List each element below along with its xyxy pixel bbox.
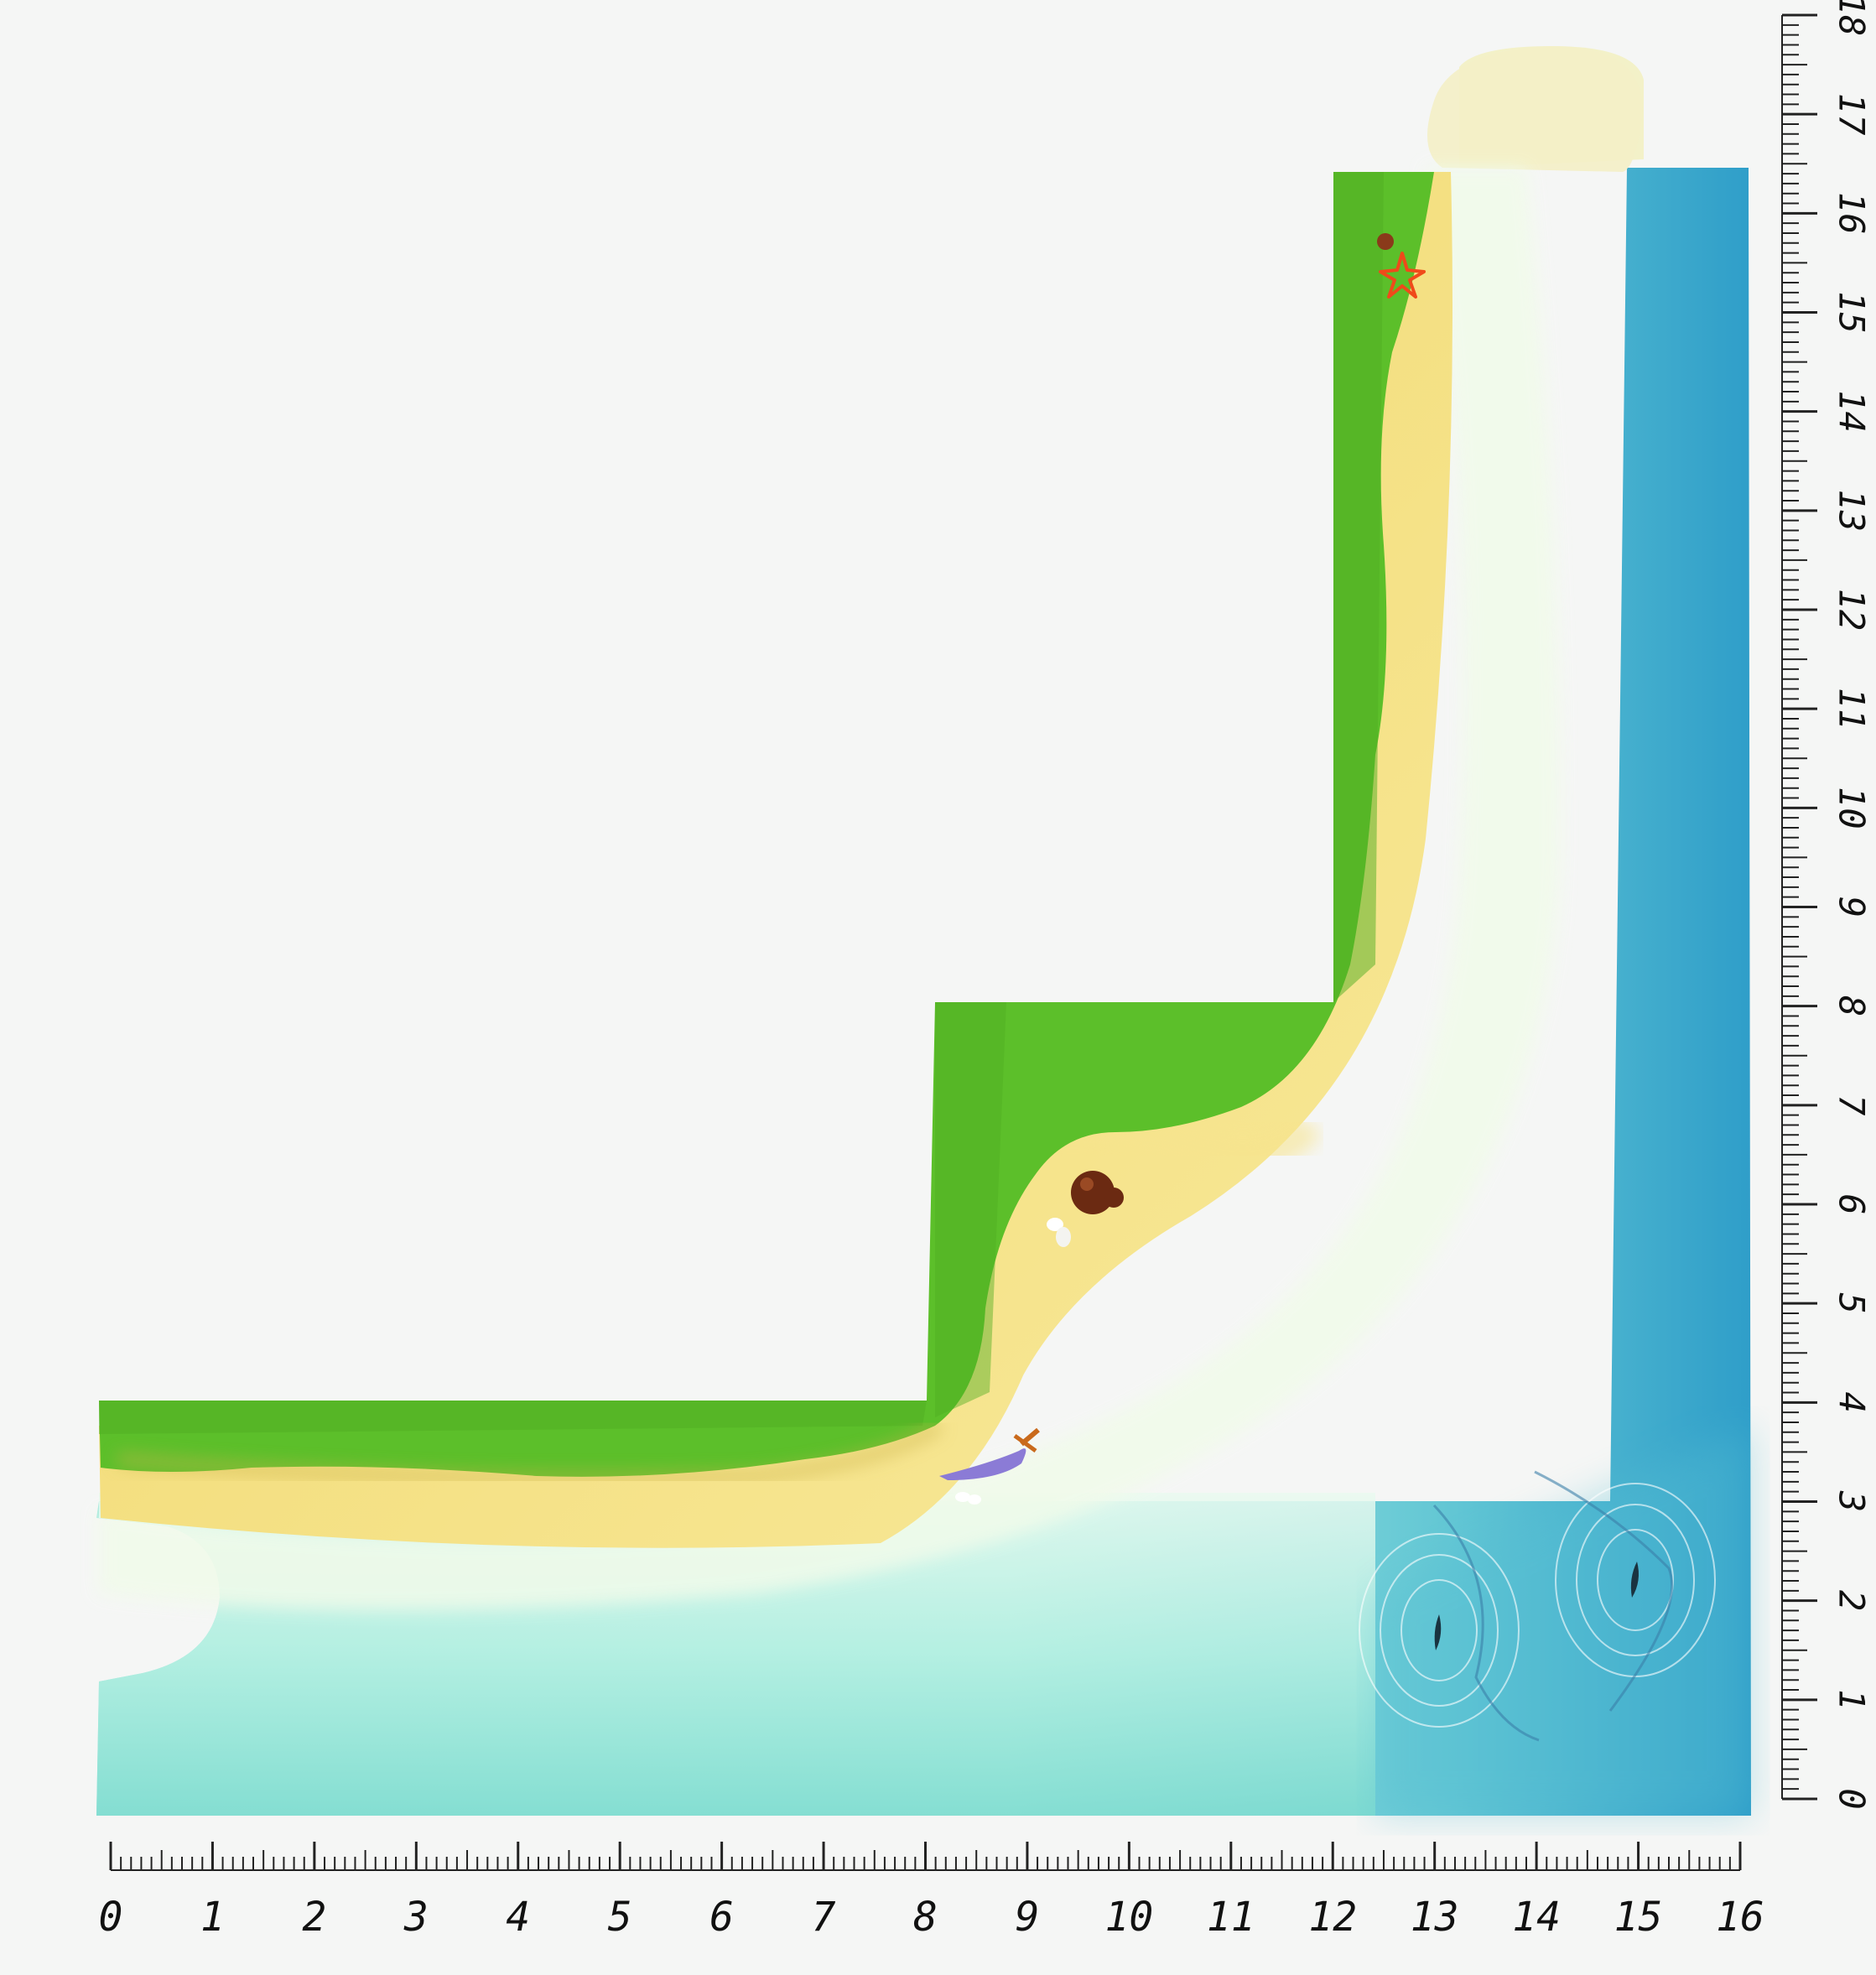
ruler-label: 11 bbox=[1207, 1894, 1255, 1941]
ruler-label: 13 bbox=[1411, 1894, 1459, 1941]
ruler-label: 10 bbox=[1832, 787, 1873, 829]
ruler-label: 14 bbox=[1512, 1894, 1561, 1941]
ruler-label: 15 bbox=[1832, 291, 1873, 334]
ruler-label: 10 bbox=[1104, 1894, 1153, 1941]
fish-icon[interactable] bbox=[1534, 1470, 1716, 1712]
ruler-label: 8 bbox=[913, 1894, 938, 1941]
ruler-label: 6 bbox=[1832, 1193, 1873, 1214]
sword-icon[interactable] bbox=[939, 1427, 1040, 1505]
coconut-icon[interactable] bbox=[1071, 1171, 1124, 1214]
ruler-label: 7 bbox=[1832, 1094, 1873, 1115]
ruler-label: 5 bbox=[608, 1894, 632, 1941]
ruler-label: 9 bbox=[1832, 897, 1873, 917]
ruler-label: 2 bbox=[1832, 1590, 1873, 1611]
ruler-label: 18 bbox=[1832, 0, 1873, 36]
ruler-label: 15 bbox=[1614, 1894, 1663, 1941]
fish-icon[interactable] bbox=[1359, 1504, 1540, 1742]
ruler-label: 3 bbox=[403, 1894, 429, 1941]
ruler-label: 6 bbox=[709, 1894, 734, 1941]
ruler-label: 0 bbox=[1832, 1788, 1873, 1809]
ruler-label: 13 bbox=[1832, 490, 1873, 533]
ruler-label: 1 bbox=[200, 1894, 225, 1941]
grass-area bbox=[99, 172, 1434, 1484]
ruler-label: 5 bbox=[1832, 1293, 1873, 1314]
shell-icon[interactable] bbox=[1047, 1218, 1071, 1247]
ruler-label: 16 bbox=[1716, 1894, 1764, 1941]
ruler-label: 4 bbox=[506, 1894, 530, 1941]
ruler-label: 1 bbox=[1832, 1689, 1873, 1710]
ruler-label: 8 bbox=[1832, 995, 1873, 1016]
ruler-label: 11 bbox=[1832, 688, 1873, 730]
ruler-label: 17 bbox=[1832, 93, 1873, 136]
ruler-label: 2 bbox=[302, 1894, 326, 1941]
pebble-icon[interactable] bbox=[1377, 233, 1394, 250]
ruler-label: 14 bbox=[1832, 390, 1873, 433]
ruler-label: 9 bbox=[1015, 1894, 1039, 1941]
ruler-label: 12 bbox=[1308, 1894, 1357, 1941]
ruler-label: 12 bbox=[1832, 589, 1873, 631]
ruler-label: 16 bbox=[1832, 192, 1873, 235]
ruler-label: 4 bbox=[1832, 1392, 1873, 1413]
ruler-label: 3 bbox=[1832, 1490, 1873, 1512]
ruler-label: 7 bbox=[812, 1894, 836, 1941]
bottom-ruler: 0 1 2 3 4 5 6 7 8 9 10 11 12 13 14 15 16 bbox=[99, 1842, 1764, 1941]
starfish-icon[interactable] bbox=[1379, 252, 1426, 299]
ruler-label: 0 bbox=[99, 1894, 123, 1941]
